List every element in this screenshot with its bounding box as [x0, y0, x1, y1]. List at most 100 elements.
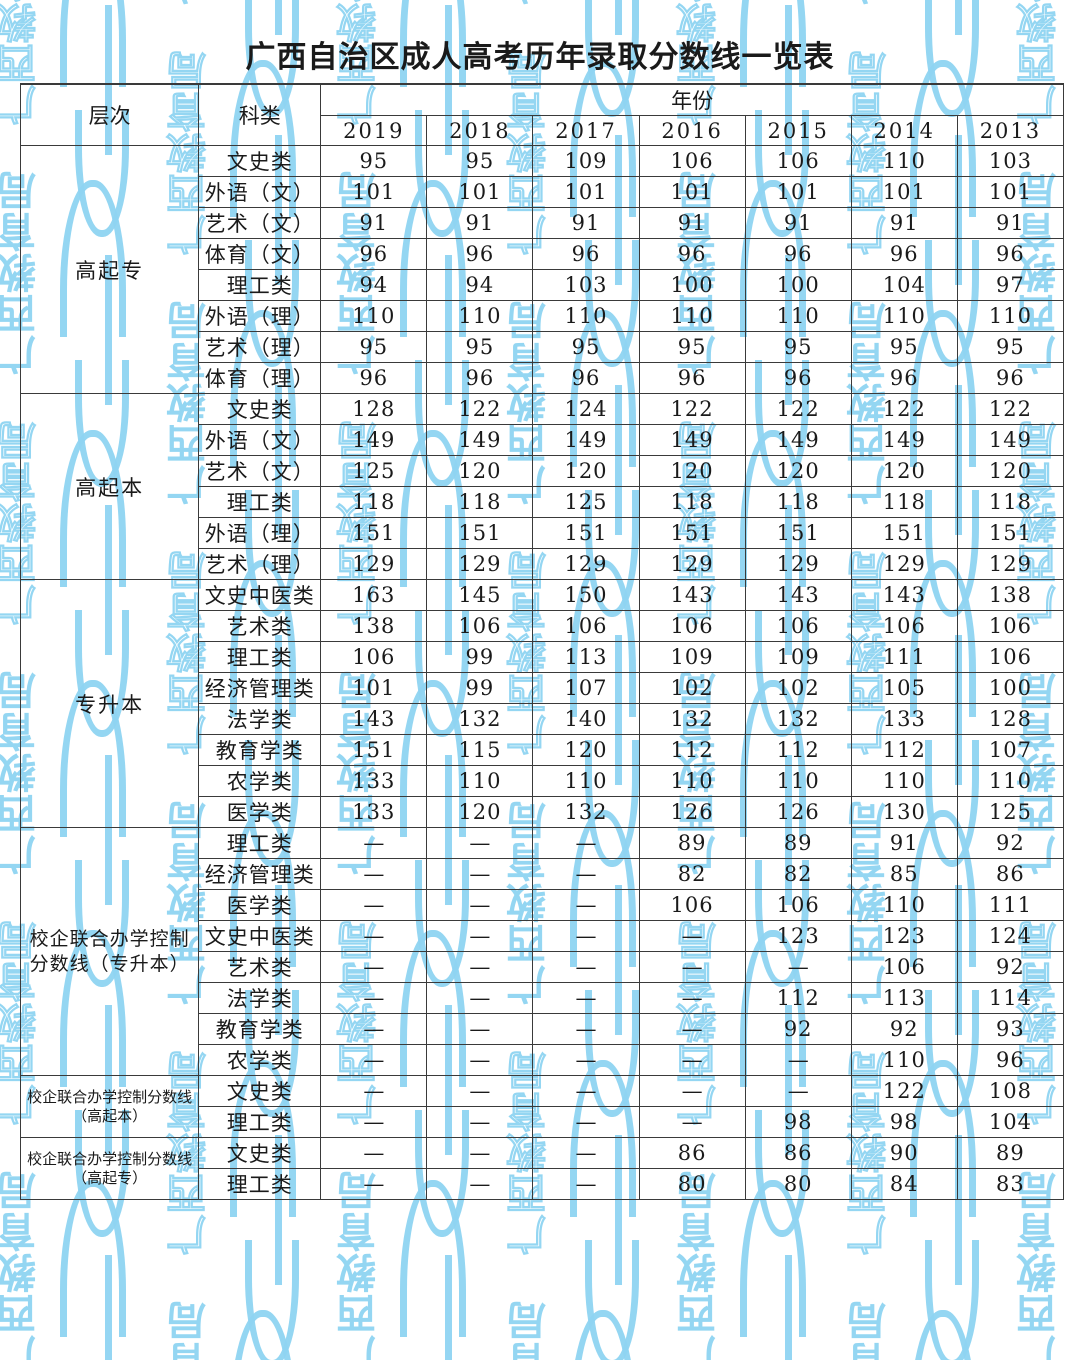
score-cell: 85: [850, 858, 958, 890]
score-cell: 151: [638, 517, 746, 549]
score-cell: 101: [320, 672, 428, 704]
score-cell: 95: [320, 331, 428, 363]
score-cell: 96: [320, 238, 428, 270]
score-cell: 120: [532, 734, 640, 766]
table-row: 高起本 文史类 128 122 124 122 122 122 122: [19, 393, 1065, 580]
score-cell-empty: —: [532, 858, 640, 890]
score-cell-empty: —: [320, 982, 428, 1014]
score-cell: 113: [850, 982, 958, 1014]
watermark-arc: [60, 1180, 126, 1337]
score-cell: 133: [850, 703, 958, 735]
score-cell-empty: —: [320, 920, 428, 952]
score-cell: 123: [744, 920, 852, 952]
score-cell: 120: [744, 455, 852, 487]
major-cell: 文史类: [198, 1075, 322, 1107]
score-cell: 101: [426, 176, 534, 208]
score-cell: 103: [956, 145, 1065, 177]
score-cell: 92: [956, 951, 1065, 983]
score-cell: 129: [532, 548, 640, 580]
score-cell: 82: [744, 858, 852, 890]
score-cell: 91: [850, 207, 958, 239]
score-cell: 125: [956, 796, 1065, 828]
level-cell: 校企联合办学控制分数线（高起专）: [19, 1137, 200, 1200]
score-cell: 101: [744, 176, 852, 208]
table-row: 艺术类 138 106 106 106 106 106 106: [21, 610, 1065, 642]
score-cell: 109: [532, 145, 640, 177]
score-cell: 122: [850, 393, 958, 425]
score-cell-empty: —: [638, 1106, 746, 1138]
score-cell: 89: [744, 827, 852, 859]
score-cell: 128: [320, 393, 428, 425]
score-cell: 110: [956, 765, 1065, 797]
score-cell: 110: [850, 889, 958, 921]
score-cell-empty: —: [426, 1106, 534, 1138]
score-cell: 102: [744, 672, 852, 704]
score-cell: 96: [956, 1044, 1065, 1076]
score-cell: 106: [956, 641, 1065, 673]
score-cell: 138: [320, 610, 428, 642]
major-cell: 法学类: [198, 982, 322, 1014]
score-cell: 120: [532, 455, 640, 487]
score-cell: 95: [956, 331, 1065, 363]
score-cell-empty: —: [426, 982, 534, 1014]
watermark-text: 广西教育局: [167, 1300, 213, 1360]
score-cell: 110: [426, 765, 534, 797]
header-year-2015: 2015: [744, 115, 852, 146]
score-cell: 106: [320, 641, 428, 673]
major-cell: 农学类: [198, 765, 322, 797]
score-cell-empty: —: [532, 827, 640, 859]
score-cell: 151: [320, 734, 428, 766]
major-cell: 外语（文）: [198, 424, 322, 456]
major-cell: 文史类: [198, 1137, 322, 1169]
score-cell: 110: [744, 765, 852, 797]
score-cell: 112: [850, 734, 958, 766]
major-cell: 教育学类: [198, 734, 322, 766]
score-cell: 110: [744, 300, 852, 332]
score-cell: 122: [744, 393, 852, 425]
score-cell: 111: [956, 889, 1065, 921]
score-cell-empty: —: [532, 889, 640, 921]
table-row: 外语（文） 101 101 101 101 101 101 101: [21, 176, 1065, 208]
score-cell: 106: [956, 610, 1065, 642]
score-cell: 95: [850, 331, 958, 363]
score-cell: 132: [426, 703, 534, 735]
table-row: 外语（理） 110 110 110 110 110 110 110: [21, 300, 1065, 332]
score-cell: 89: [638, 827, 746, 859]
score-cell: 138: [956, 579, 1065, 611]
score-cell: 102: [638, 672, 746, 704]
header-year-2018: 2018: [426, 115, 534, 146]
score-cell: 106: [638, 610, 746, 642]
score-cell: 83: [956, 1168, 1065, 1200]
score-cell: 143: [744, 579, 852, 611]
score-cell: 106: [850, 610, 958, 642]
watermark-arc: [400, 1180, 466, 1337]
score-cell: 110: [320, 300, 428, 332]
score-cell-empty: —: [532, 951, 640, 983]
watermark-text: 广西教育局: [847, 1300, 893, 1360]
score-cell: 149: [426, 424, 534, 456]
score-cell: 95: [638, 331, 746, 363]
score-cell: 151: [320, 517, 428, 549]
score-cell: 129: [850, 548, 958, 580]
score-cell: 120: [426, 455, 534, 487]
score-cell: 91: [744, 207, 852, 239]
major-cell: 理工类: [198, 827, 322, 859]
score-cell: 149: [320, 424, 428, 456]
score-cell: 80: [638, 1168, 746, 1200]
major-cell: 外语（理）: [198, 300, 322, 332]
score-cell: 96: [638, 238, 746, 270]
score-cell: 101: [638, 176, 746, 208]
score-cell: 96: [850, 362, 958, 394]
score-cell: 96: [744, 238, 852, 270]
score-cell: 163: [320, 579, 428, 611]
score-cell: 120: [638, 455, 746, 487]
score-cell: 96: [956, 238, 1065, 270]
header-year-group: 年份: [320, 83, 1064, 116]
score-cell-empty: —: [426, 920, 534, 952]
score-cell: 110: [638, 765, 746, 797]
score-cell: 132: [638, 703, 746, 735]
score-cell: 129: [638, 548, 746, 580]
score-cell: 105: [850, 672, 958, 704]
score-cell: 96: [532, 362, 640, 394]
score-cell: 122: [850, 1075, 958, 1107]
